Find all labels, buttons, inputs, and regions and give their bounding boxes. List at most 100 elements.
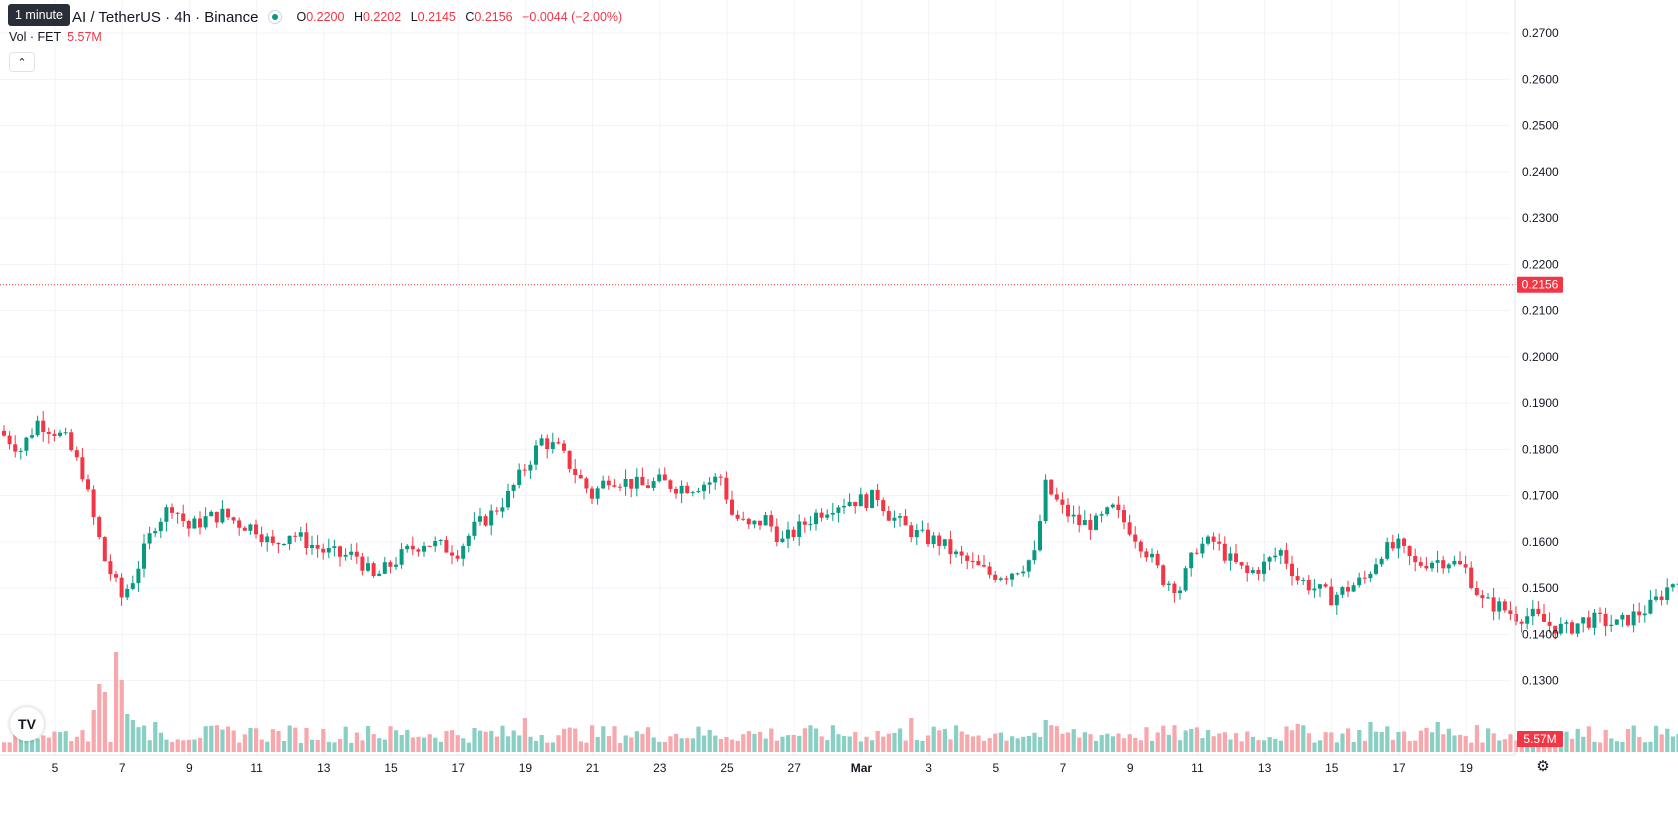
volume-bar (506, 736, 511, 752)
volume-bar (1413, 740, 1418, 752)
volume-bar (24, 736, 29, 752)
volume-bar (746, 731, 751, 752)
candle-body (226, 508, 230, 518)
time-tick-label: 19 (1460, 761, 1474, 775)
volume-bar (1452, 735, 1457, 752)
volume-bar (556, 735, 561, 752)
volume-bar (1340, 733, 1345, 752)
candle-body (847, 501, 852, 506)
volume-bar (1026, 735, 1031, 752)
volume-bar (46, 737, 51, 752)
candle-body (774, 526, 779, 542)
volume-bar (892, 732, 897, 752)
volume-bar (948, 739, 953, 752)
volume-bar (1480, 742, 1485, 752)
time-tick-label: 13 (1258, 761, 1272, 775)
volume-bar (321, 728, 326, 752)
volume-bar (1015, 738, 1020, 752)
candle-body (30, 435, 34, 438)
volume-bar (371, 734, 376, 752)
volume-bar (1379, 732, 1384, 752)
volume-bar (1273, 738, 1278, 752)
volume-bar (763, 738, 768, 752)
candle-body (1183, 568, 1188, 591)
time-tick-label: 21 (586, 761, 600, 775)
volume-bar (1407, 741, 1412, 752)
candle-body (1458, 560, 1462, 565)
volume-label[interactable]: Vol · FET (9, 30, 62, 44)
volume-bar (349, 742, 354, 752)
tradingview-logo-icon[interactable]: TV (10, 707, 44, 741)
volume-bar (377, 738, 382, 752)
volume-bar (1161, 725, 1166, 752)
volume-bar (1362, 740, 1367, 752)
candle-body (1295, 576, 1300, 581)
time-tick-label: 9 (186, 761, 193, 775)
candle-body (842, 505, 846, 508)
candle-body (1362, 577, 1367, 579)
volume-bar (786, 735, 791, 752)
volume-bar (679, 738, 684, 752)
candle-body (1502, 601, 1507, 611)
candle-body (1340, 587, 1345, 595)
candle-body (1088, 520, 1093, 530)
candle-body (58, 432, 62, 436)
volume-bar (993, 733, 998, 752)
volume-bar (606, 736, 611, 752)
volume-bar (220, 729, 225, 752)
price-tick-label: 0.2100 (1522, 304, 1559, 318)
candle-body (175, 512, 180, 514)
time-tick-label: 19 (519, 761, 533, 775)
candle-body (1626, 614, 1630, 626)
candle-body (338, 546, 342, 557)
volume-bar (791, 734, 796, 752)
volume-bar (1278, 740, 1283, 752)
candle-body (371, 563, 376, 577)
symbol-title[interactable]: AI / TetherUS · 4h · Binance (72, 8, 259, 26)
volume-bar (304, 727, 309, 752)
volume-bar (214, 725, 219, 752)
volume-bar (153, 722, 158, 752)
gear-icon[interactable]: ⚙ (1536, 758, 1550, 775)
candle-body (287, 535, 292, 545)
time-tick-label: 15 (384, 761, 398, 775)
volume-bar (242, 734, 247, 752)
candle-body (444, 540, 449, 553)
volume-bar (1239, 741, 1244, 752)
volume-bar (472, 727, 477, 752)
candle-body (1648, 599, 1653, 614)
volume-bar (500, 725, 505, 752)
candle-body (1054, 494, 1059, 500)
candle-body (1609, 624, 1614, 627)
candle-body (1435, 560, 1440, 563)
candle-body (1530, 608, 1535, 617)
volume-bar (248, 728, 253, 752)
volume-bar (489, 730, 494, 752)
candle-body (108, 561, 113, 575)
collapse-legend-button[interactable]: ⌃ (9, 52, 35, 72)
volume-bar (438, 741, 443, 752)
candle-body (1284, 550, 1289, 564)
candle-body (573, 468, 578, 475)
candle-body (343, 554, 348, 557)
volume-bar (1659, 734, 1664, 752)
candle-body (914, 529, 919, 538)
volume-bar (1256, 740, 1261, 752)
volume-bar (926, 735, 931, 752)
volume-bar (1043, 720, 1048, 752)
volume-bar (741, 734, 746, 752)
candle-body (1603, 613, 1608, 627)
volume-bar (466, 742, 471, 752)
candle-body (1010, 573, 1014, 580)
candle-body (1217, 541, 1222, 544)
volume-bar (870, 740, 875, 752)
time-tick-label: 25 (720, 761, 734, 775)
volume-bar (1032, 732, 1037, 752)
volume-bar (517, 735, 522, 752)
candle-body (1407, 545, 1412, 557)
candle-body (198, 518, 202, 528)
candle-body (86, 479, 90, 490)
close-value: 0.2156 (474, 10, 513, 24)
candle-body (242, 527, 247, 531)
